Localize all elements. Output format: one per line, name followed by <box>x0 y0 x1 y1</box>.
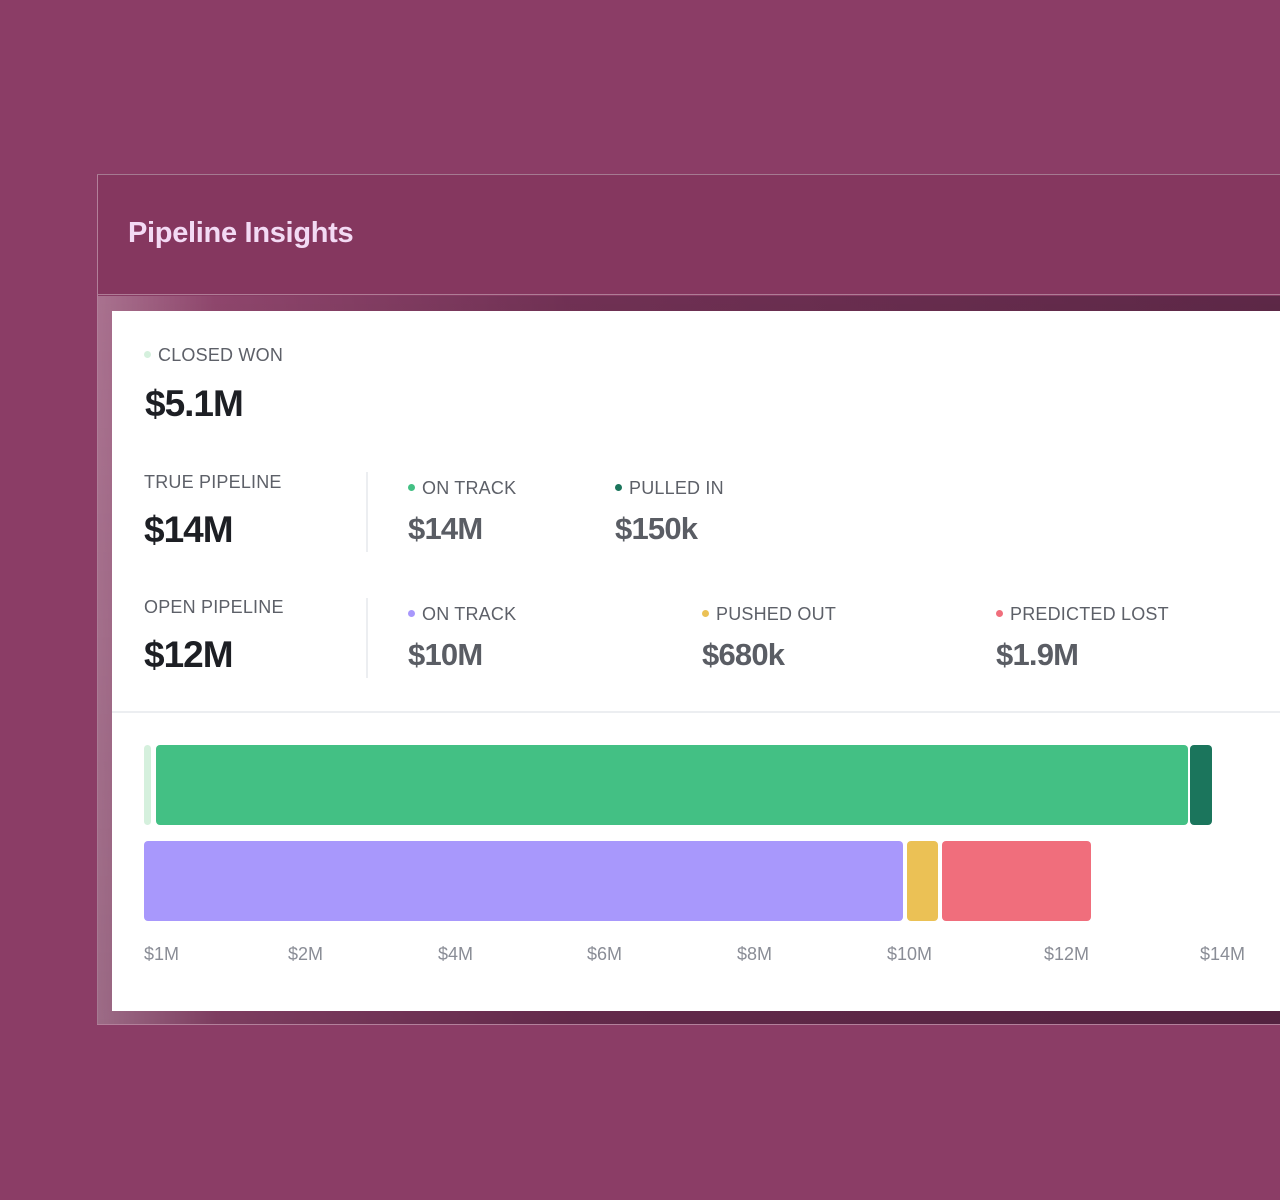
true-pipeline-label: TRUE PIPELINE <box>144 472 282 492</box>
bar-segment-on-track <box>156 745 1188 825</box>
pulled-in-value: $150k <box>615 511 698 546</box>
bar-segment-predicted-lost <box>942 841 1091 921</box>
open-on-track-label: ON TRACK <box>408 604 516 625</box>
divider <box>366 472 368 552</box>
x-tick-label: $4M <box>438 944 474 964</box>
open-on-track-label-text: ON TRACK <box>422 604 517 624</box>
open-pipeline-label: OPEN PIPELINE <box>144 597 284 617</box>
x-tick-label: $2M <box>288 944 324 964</box>
predicted-lost-label-text: PREDICTED LOST <box>1010 604 1169 624</box>
true-on-track-label-text: ON TRACK <box>422 478 517 498</box>
true-on-track-value: $14M <box>408 511 483 546</box>
bar-segment-pushed-out <box>907 841 938 921</box>
open-pipeline-value: $12M <box>144 634 234 675</box>
x-tick-label: $14M <box>1200 944 1246 964</box>
panel-header: Pipeline Insights <box>98 175 1280 295</box>
on-track-dot-icon <box>408 483 415 491</box>
true-pipeline-value: $14M <box>144 509 234 550</box>
divider <box>366 598 368 678</box>
pushed-out-dot-icon <box>702 609 709 617</box>
pulled-in-dot-icon <box>615 483 622 491</box>
predicted-lost-label: PREDICTED LOST <box>996 604 1169 625</box>
bar-segment-closed-won <box>144 745 151 825</box>
section-divider <box>112 711 1280 713</box>
page-title: Pipeline Insights <box>128 217 354 249</box>
predicted-lost-value: $1.9M <box>996 637 1079 672</box>
pulled-in-label: PULLED IN <box>615 478 724 499</box>
bar-segment-on-track <box>144 841 903 921</box>
pushed-out-label: PUSHED OUT <box>702 604 836 625</box>
x-tick-label: $6M <box>587 944 623 964</box>
closed-won-label-text: CLOSED WON <box>158 345 284 365</box>
closed-won-value: $5.1M <box>145 383 244 424</box>
predicted-lost-dot-icon <box>996 609 1003 617</box>
open-on-track-value: $10M <box>408 637 483 672</box>
x-tick-label: $10M <box>887 944 933 964</box>
pushed-out-label-text: PUSHED OUT <box>716 604 837 624</box>
pulled-in-label-text: PULLED IN <box>629 478 724 498</box>
pushed-out-value: $680k <box>702 637 785 672</box>
x-tick-label: $1M <box>144 944 180 964</box>
x-tick-label: $8M <box>737 944 773 964</box>
closed-won-dot-icon <box>144 350 151 358</box>
x-tick-label: $12M <box>1044 944 1090 964</box>
true-on-track-label: ON TRACK <box>408 478 516 499</box>
bar-segment-pulled-in <box>1190 745 1212 825</box>
closed-won-label: CLOSED WON <box>144 345 283 366</box>
on-track-dot-icon <box>408 609 415 617</box>
